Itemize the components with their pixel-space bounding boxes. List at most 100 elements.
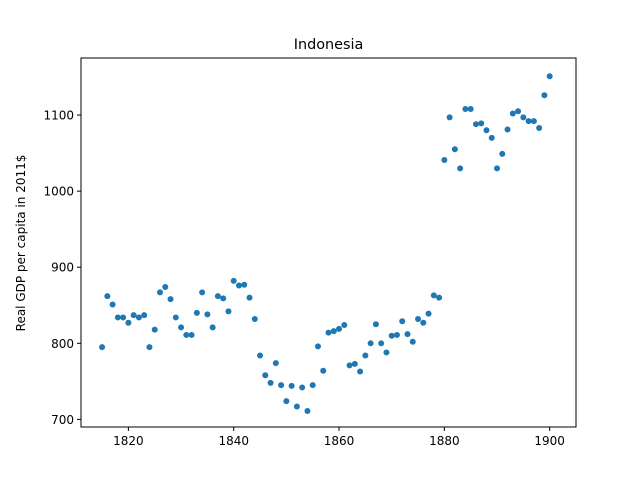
data-point [336,325,343,332]
axis-ticks: 1820 1840 1860 1880 1900 700 800 900 1000 1100 [43,109,564,448]
data-point [425,310,432,317]
data-point [151,326,158,333]
data-point [346,362,353,369]
y-tick-label: 800 [51,337,74,351]
data-point [314,343,321,350]
data-point [193,309,200,316]
data-point [546,73,553,80]
data-point [488,134,495,141]
plot-frame [80,57,577,428]
data-point [214,293,221,300]
data-point [178,324,185,331]
data-point [330,328,337,335]
data-point [404,331,411,338]
data-point [167,296,174,303]
data-point [120,314,127,321]
data-point [420,319,427,326]
data-point [399,318,406,325]
data-point [109,301,116,308]
data-point [325,329,332,336]
data-point [536,125,543,131]
data-point [525,118,532,125]
data-point [541,92,548,99]
data-point [509,110,516,117]
data-point [278,382,285,389]
data-point [457,165,464,172]
data-point [246,294,253,301]
data-point [446,114,453,121]
data-point [188,331,195,338]
y-tick-label: 1100 [43,109,74,123]
data-point [504,126,511,133]
data-point [299,384,306,391]
data-point [241,281,248,288]
data-point [225,308,232,315]
data-point [156,289,163,296]
data-point [99,344,106,351]
data-point [320,367,327,374]
data-point [478,120,485,127]
data-point [288,382,295,389]
data-point [251,315,258,322]
x-tick-label: 1900 [534,434,565,448]
data-point [309,382,316,389]
data-point [351,360,358,367]
data-point [304,408,311,415]
data-point [272,360,279,367]
y-axis-label: Real GDP per capita in 2011$ [14,155,28,332]
data-point [183,331,190,338]
data-point [130,312,137,319]
data-point [436,294,443,301]
data-point [141,312,148,319]
data-point [467,105,474,112]
data-point [235,282,242,289]
data-point [199,289,206,296]
data-point [135,314,142,321]
data-point [262,372,269,379]
y-tick-label: 700 [51,413,74,427]
data-point [367,340,374,347]
x-tick-label: 1840 [218,434,249,448]
data-point [293,403,300,410]
data-point [441,156,448,163]
data-point [499,150,506,157]
data-point [530,118,537,125]
data-point [362,352,369,359]
data-point [515,108,522,115]
data-point [383,349,390,356]
data-point [472,121,479,128]
data-point [357,368,364,375]
x-tick-label: 1820 [113,434,144,448]
data-point [204,311,211,318]
data-points [99,73,553,415]
data-point [341,322,348,329]
x-tick-label: 1860 [324,434,355,448]
data-point [462,105,469,112]
x-tick-label: 1880 [429,434,460,448]
data-point [520,114,527,121]
data-point [283,398,290,405]
data-point [257,352,264,359]
data-point [162,284,169,291]
data-point [125,319,132,326]
y-tick-label: 900 [51,261,74,275]
data-point [230,277,237,284]
data-point [172,314,179,321]
chart-title: Indonesia [294,37,364,53]
data-point [146,344,153,351]
data-point [104,293,111,300]
data-point [378,340,385,347]
data-point [388,332,395,339]
data-point [114,314,121,321]
data-point [483,127,490,134]
data-point [430,292,437,299]
data-point [393,331,400,338]
data-point [267,379,274,386]
data-point [209,324,216,331]
data-point [220,295,227,302]
data-point [451,146,458,153]
data-point [415,315,422,322]
y-tick-label: 1000 [43,185,74,199]
data-point [494,165,501,172]
